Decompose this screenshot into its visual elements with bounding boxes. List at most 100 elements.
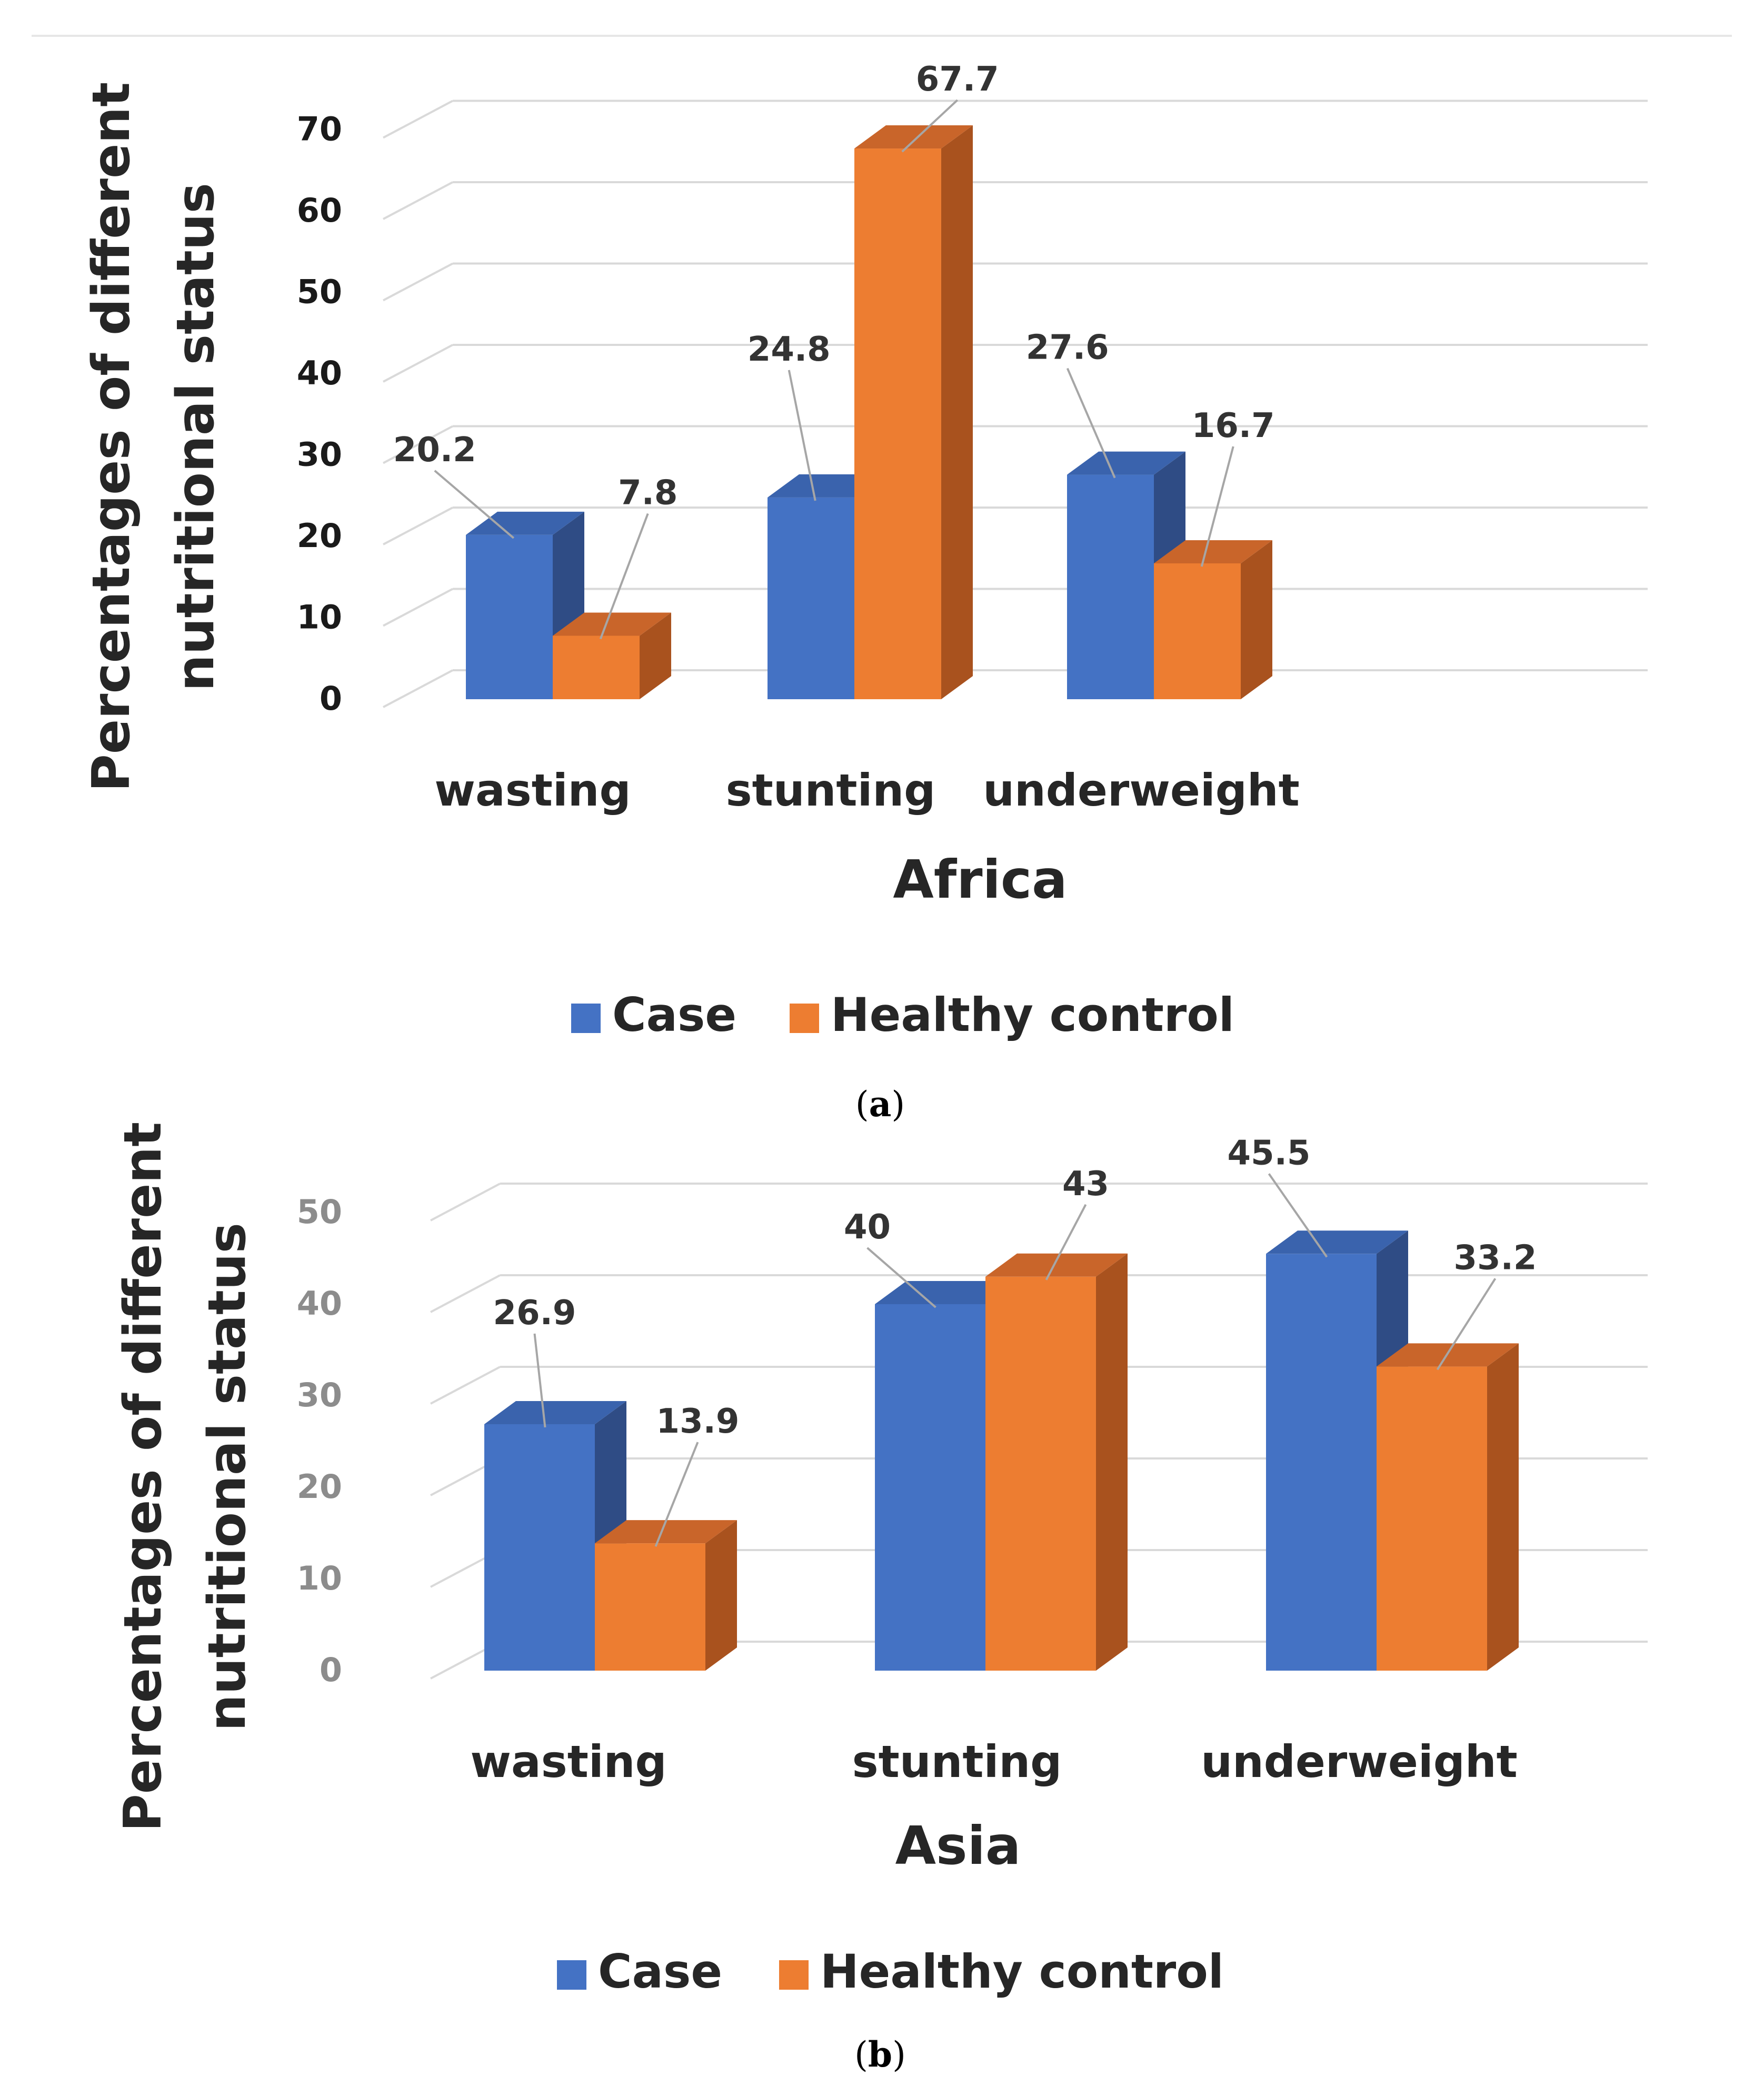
y-tick-label: 70 <box>297 110 342 148</box>
bar-top <box>875 1281 1017 1304</box>
data-label-leader <box>1436 1278 1497 1371</box>
data-label: 27.6 <box>1026 329 1109 368</box>
bar-side <box>705 1520 737 1671</box>
bar-control-wasting <box>553 612 671 699</box>
gridline-diagonal <box>383 262 453 302</box>
gridline-diagonal <box>383 181 453 220</box>
data-label-leader <box>654 1442 699 1547</box>
legend: Case Healthy control <box>571 988 1234 1042</box>
legend-label-control: Healthy control <box>831 988 1234 1042</box>
bar-front <box>768 497 854 699</box>
data-label: 40 <box>844 1208 891 1247</box>
data-label: 7.8 <box>618 473 677 512</box>
y-tick-label: 10 <box>297 598 342 637</box>
y-tick-label: 50 <box>297 273 342 311</box>
data-label: 16.7 <box>1192 406 1275 445</box>
bar-control-stunting <box>985 1253 1128 1671</box>
bar-front <box>595 1543 705 1671</box>
legend-swatch-case <box>557 1960 586 1990</box>
y-tick-label: 30 <box>297 1376 342 1414</box>
legend-label-case: Case <box>612 988 736 1042</box>
y-tick-label: 20 <box>297 517 342 555</box>
bar-front <box>1377 1366 1487 1671</box>
y-tick-label: 50 <box>297 1193 342 1231</box>
x-tick-label: stunting <box>726 764 936 816</box>
data-label: 13.9 <box>656 1402 740 1441</box>
bar-top <box>985 1253 1128 1277</box>
gridline-diagonal <box>430 1183 501 1222</box>
bar-case-underweight <box>1067 451 1185 699</box>
bar-top <box>1067 451 1185 475</box>
bar-front <box>484 1424 595 1671</box>
data-label-leader <box>1045 1204 1087 1280</box>
data-label-leader <box>599 513 649 640</box>
y-tick-label: 0 <box>320 1651 342 1689</box>
gridline-diagonal <box>383 100 453 139</box>
bar-front <box>875 1304 985 1671</box>
data-label-leader <box>434 470 515 539</box>
data-label: 67.7 <box>916 60 999 99</box>
gridline-diagonal <box>383 669 453 708</box>
bar-control-wasting <box>595 1520 737 1671</box>
bar-front <box>1067 474 1154 699</box>
data-label-leader <box>901 99 959 153</box>
data-label-leader <box>533 1333 546 1428</box>
bar-front <box>985 1276 1096 1671</box>
legend: Case Healthy control <box>557 1944 1224 1999</box>
legend-swatch-case <box>571 1004 601 1033</box>
data-label-leader <box>1200 446 1234 567</box>
data-label-leader <box>1066 368 1116 479</box>
x-axis-title: Africa <box>893 849 1067 910</box>
bar-side <box>1487 1343 1519 1671</box>
bar-control-underweight <box>1154 540 1272 699</box>
y-tick-label: 40 <box>297 354 342 392</box>
chart-asia: 0 10 20 30 40 50 Percentages of different nutri… <box>113 1122 1648 2075</box>
figure-caption: (b) <box>854 2034 906 2075</box>
bar-front <box>854 148 941 699</box>
bar-top <box>1266 1230 1408 1254</box>
y-tick-label: 20 <box>297 1467 342 1506</box>
bar-front <box>553 636 640 699</box>
x-tick-label: stunting <box>852 1736 1062 1788</box>
data-label-leader <box>866 1247 936 1308</box>
data-label-leader <box>788 370 816 501</box>
legend-label-case: Case <box>598 1944 722 1999</box>
bar-side <box>640 612 671 699</box>
y-axis-label: Percentages of different <box>113 1122 173 1832</box>
bar-front <box>1266 1254 1377 1671</box>
figure-caption: (a) <box>855 1084 905 1125</box>
data-label: 24.8 <box>748 330 831 369</box>
legend-label-control: Healthy control <box>820 1944 1224 1999</box>
y-axis-label: Percentages of different <box>82 82 142 792</box>
bar-side <box>1241 540 1272 699</box>
y-axis-label: nutritional status <box>197 1223 257 1731</box>
y-tick-label: 60 <box>297 191 342 230</box>
bar-top <box>1154 540 1272 563</box>
y-tick-label: 0 <box>320 679 342 718</box>
bar-control-stunting <box>854 125 973 699</box>
bar-top <box>466 511 584 535</box>
data-label: 45.5 <box>1228 1134 1311 1173</box>
gridline-diagonal <box>430 1274 501 1313</box>
data-label: 43 <box>1062 1165 1109 1204</box>
gridline-diagonal <box>383 425 453 464</box>
legend-swatch-control <box>790 1004 819 1033</box>
bar-control-underweight <box>1377 1343 1519 1671</box>
chart-africa: 0 10 20 30 40 50 60 70 Percentages of different n… <box>82 60 1648 1125</box>
gridline-diagonal <box>383 588 453 627</box>
y-tick-label: 30 <box>297 435 342 474</box>
x-tick-label: wasting <box>434 764 631 816</box>
bar-side <box>941 125 973 699</box>
gridline-diagonal <box>383 507 453 545</box>
legend-swatch-control <box>779 1960 809 1990</box>
x-tick-label: underweight <box>1201 1736 1518 1788</box>
bar-side <box>1096 1253 1128 1671</box>
x-tick-label: wasting <box>470 1736 666 1788</box>
x-tick-label: underweight <box>983 764 1300 816</box>
bar-top <box>553 612 671 636</box>
data-label: 20.2 <box>393 431 476 470</box>
x-axis-title: Asia <box>895 1815 1021 1876</box>
gridline-diagonal <box>383 344 453 383</box>
y-tick-label: 10 <box>297 1559 342 1597</box>
